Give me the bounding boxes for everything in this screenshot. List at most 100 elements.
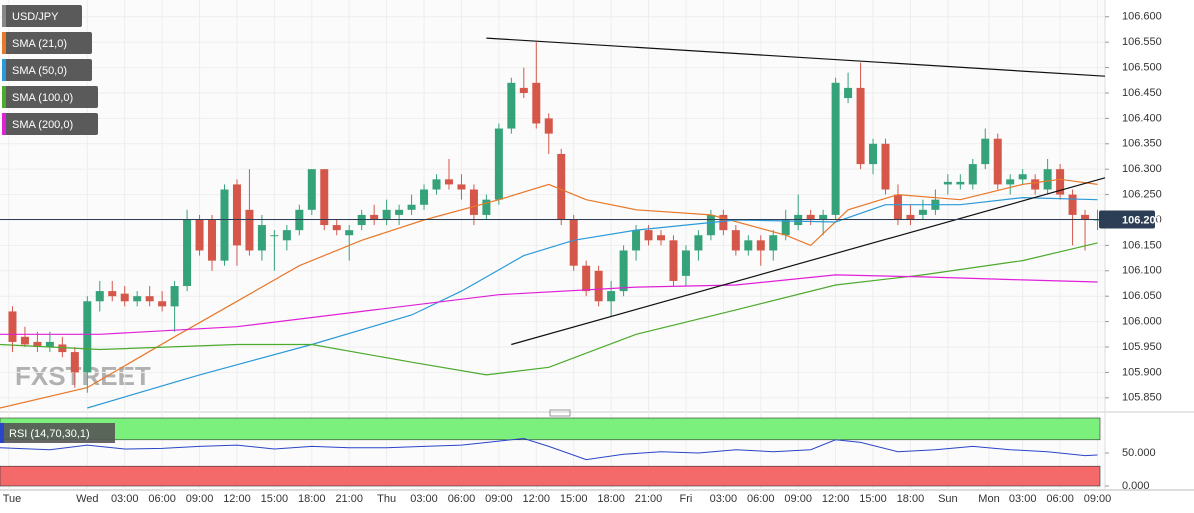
candle-body [282, 230, 291, 241]
candle-body [45, 341, 54, 348]
y-tick-label: 106.000 [1122, 316, 1162, 328]
resize-handle[interactable] [549, 409, 571, 417]
x-tick-label: Thu [377, 493, 396, 505]
candle-body [232, 184, 241, 246]
candle-body [1081, 214, 1090, 220]
x-tick-label: 12:00 [523, 493, 551, 505]
candle-body [120, 293, 129, 302]
legend-swatch [2, 113, 6, 135]
candle-body [819, 214, 828, 220]
y-tick-label: 106.100 [1122, 265, 1162, 277]
candle-body [844, 87, 853, 99]
candle-body [432, 179, 441, 190]
legend-box [2, 32, 92, 54]
candle-body [519, 87, 528, 93]
candle-body [220, 189, 229, 261]
candle-body [769, 235, 778, 251]
x-tick-label: 03:00 [410, 493, 438, 505]
y-tick-label: 105.900 [1122, 366, 1162, 378]
candle-body [607, 291, 616, 302]
candle-body [33, 341, 42, 348]
x-tick-label: 12:00 [223, 493, 251, 505]
candle-body [669, 240, 678, 281]
candle-body [357, 214, 366, 226]
x-tick-label: 06:00 [1046, 493, 1074, 505]
candle-body [108, 291, 117, 297]
candle-body [457, 184, 466, 190]
candle-body [370, 214, 379, 220]
candle-body [320, 169, 329, 226]
x-tick-label: Tue [3, 493, 22, 505]
x-tick-label: 06:00 [747, 493, 775, 505]
candle-body [1068, 194, 1077, 215]
legend-label: SMA (100,0) [12, 92, 73, 104]
legend-swatch [2, 86, 6, 108]
rsi-y-tick-label: 0.000 [1122, 480, 1150, 492]
x-tick-label: 18:00 [597, 493, 625, 505]
candle-body [1043, 169, 1052, 190]
x-tick-label: Mon [978, 493, 999, 505]
candle-body [744, 240, 753, 251]
candle-body [420, 189, 429, 205]
sma-line [0, 178, 1098, 409]
x-tick-label: 21:00 [635, 493, 663, 505]
candle-body [95, 291, 104, 302]
candle-body [981, 138, 990, 165]
candle-body [632, 230, 641, 251]
legend-label: USD/JPY [12, 11, 59, 23]
candle-body [195, 219, 204, 251]
candle-body [869, 143, 878, 165]
x-tick-label: 03:00 [111, 493, 139, 505]
candle-body [208, 219, 217, 261]
candle-body [170, 286, 179, 307]
candle-body [20, 336, 29, 345]
sma-line [0, 274, 1098, 335]
legend-label: SMA (50,0) [12, 65, 67, 77]
trendline [511, 177, 1106, 346]
rsi-oversold-band [0, 465, 1101, 487]
candle-body [58, 344, 67, 353]
candle-body [794, 214, 803, 226]
candle-body [332, 225, 341, 231]
candle-body [557, 153, 566, 220]
candle-body [1018, 174, 1027, 180]
y-tick-label: 106.450 [1122, 87, 1162, 99]
candle-body [544, 118, 553, 134]
candle-body [83, 301, 92, 373]
candle-body [70, 352, 79, 373]
candle-body [918, 209, 927, 215]
rsi-label-box [0, 423, 115, 443]
candle-body [619, 250, 628, 292]
candle-body [257, 225, 266, 251]
candle-body [906, 214, 915, 220]
legend-swatch [2, 59, 6, 81]
x-tick-label: 15:00 [261, 493, 289, 505]
candle-body [694, 235, 703, 251]
candle-body [469, 189, 478, 215]
candle-body [594, 270, 603, 302]
candle-body [781, 219, 790, 236]
y-tick-label: 106.300 [1122, 163, 1162, 175]
watermark: FXSTREET [15, 361, 151, 391]
candle-body [706, 214, 715, 236]
candle-body [968, 164, 977, 185]
candle-body [382, 209, 391, 220]
y-tick-label: 105.850 [1122, 392, 1162, 404]
candle-body [295, 209, 304, 231]
x-tick-label: 12:00 [822, 493, 850, 505]
candle-body [893, 194, 902, 220]
x-tick-label: Sun [938, 493, 958, 505]
x-tick-label: 21:00 [335, 493, 363, 505]
x-tick-label: 06:00 [148, 493, 176, 505]
candle-body [8, 311, 17, 342]
candle-body [806, 214, 815, 220]
candle-body [993, 138, 1002, 185]
y-tick-label: 106.250 [1122, 188, 1162, 200]
candle-body [731, 230, 740, 251]
legend-box [2, 59, 92, 81]
x-tick-label: 09:00 [186, 493, 214, 505]
candle-body [245, 209, 254, 251]
current-price-box [1099, 210, 1155, 229]
candle-body [831, 82, 840, 215]
